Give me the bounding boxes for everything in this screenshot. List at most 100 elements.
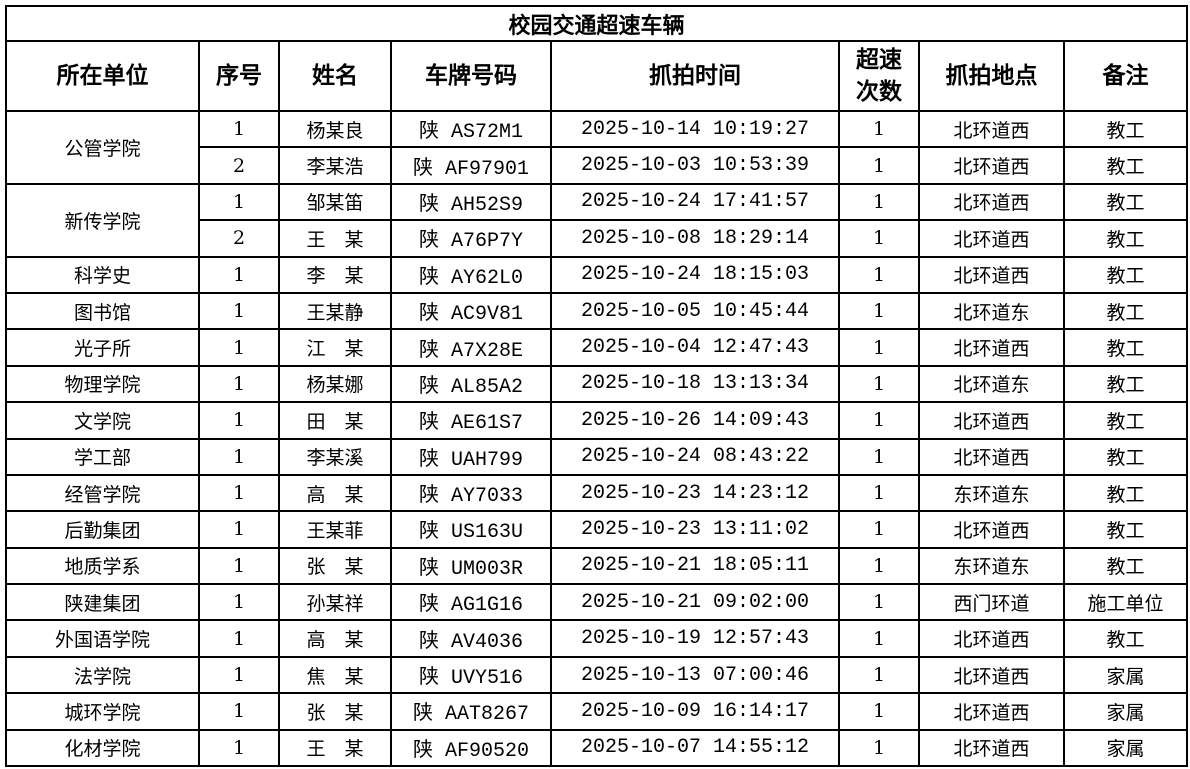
cell-plate: 陕 UM003R [390,546,552,586]
cell-count: 1 [838,692,920,731]
cell-time: 2025-10-23 14:23:12 [550,473,840,513]
header-time: 抓拍时间 [550,40,840,112]
cell-time: 2025-10-24 18:15:03 [550,255,840,294]
cell-unit: 法学院 [5,655,200,695]
cell-place: 北环道西 [918,655,1065,695]
cell-number: 1 [198,619,280,658]
cell-time: 2025-10-19 12:57:43 [550,619,840,658]
cell-note: 教工 [1062,219,1189,258]
cell-name: 高 某 [278,619,392,658]
table-row: 后勤集团 1 王某菲陕 US163U 2025-10-23 13:11:02 1 北环道西… [5,510,1189,549]
cell-note: 教工 [1062,473,1189,513]
cell-number: 1 [198,510,280,549]
cell-time: 2025-10-14 10:19:27 [550,109,840,149]
cell-unit: 图书馆 [5,291,200,331]
table-row: 学工部 1 李某溪陕 UAH799 2025-10-24 08:43:22 1 北环道西教… [5,437,1189,476]
cell-time: 2025-10-13 07:00:46 [550,655,840,695]
cell-plate: 陕 AS72M1 [390,109,552,149]
cell-place: 北环道西 [918,510,1065,549]
cell-place: 北环道西 [918,728,1065,768]
cell-count: 1 [838,328,920,367]
cell-unit: 学工部 [5,437,200,476]
cell-count: 1 [838,473,920,513]
cell-count: 1 [838,437,920,476]
cell-unit: 文学院 [5,401,200,440]
table-row: 公管学院 1 杨某良陕 AS72M1 2025-10-14 10:19:27 1 北环道西… [5,109,1189,185]
cell-unit: 新传学院 [5,182,200,258]
header-note: 备注 [1062,40,1189,112]
cell-time: 2025-10-21 18:05:11 [550,546,840,586]
cell-plate: 陕 A76P7Y [390,219,552,258]
cell-name: 李 某 [278,255,392,294]
cell-note: 教工 [1062,182,1189,222]
cell-number: 1 [198,291,280,331]
cell-count: 1 [838,146,920,185]
cell-name: 王 某 [278,219,392,258]
cell-note: 教工 [1062,546,1189,586]
cell-time: 2025-10-07 14:55:12 [550,728,840,768]
cell-place: 北环道西 [918,437,1065,476]
cell-note: 教工 [1062,255,1189,294]
table-row: 法学院 1 焦 某陕 UVY516 2025-10-13 07:00:46 1 北环道西家… [5,655,1189,695]
cell-unit: 后勤集团 [5,510,200,549]
cell-number: 2 [198,219,280,258]
cell-unit: 光子所 [5,328,200,367]
cell-unit: 化材学院 [5,728,200,768]
cell-time: 2025-10-08 18:29:14 [550,219,840,258]
table-row: 化材学院 1 王 某陕 AF90520 2025-10-07 14:55:12 1 北环道… [5,728,1189,768]
cell-time: 2025-10-24 17:41:57 [550,182,840,222]
cell-number: 1 [198,328,280,367]
cell-name: 张 某 [278,692,392,731]
table-row: 新传学院 1 邹某笛陕 AH52S9 2025-10-24 17:41:57 1 北环道西… [5,182,1189,258]
cell-plate: 陕 AG1G16 [390,583,552,622]
cell-note: 家属 [1062,655,1189,695]
cell-unit: 经管学院 [5,473,200,513]
cell-plate: 陕 AF97901 [390,146,552,185]
cell-unit: 科学史 [5,255,200,294]
cell-note: 家属 [1062,692,1189,731]
cell-note: 教工 [1062,109,1189,149]
header-name: 姓名 [278,40,392,112]
header-count: 超速次数 [838,40,920,112]
table-row: 文学院 1 田 某陕 AE61S7 2025-10-26 14:09:43 1 北环道西教… [5,401,1189,440]
cell-place: 西门环道 [918,583,1065,622]
cell-count: 1 [838,655,920,695]
cell-plate: 陕 AY7033 [390,473,552,513]
cell-plate: 陕 US163U [390,510,552,549]
cell-plate: 陕 AL85A2 [390,364,552,404]
cell-note: 施工单位 [1062,583,1189,622]
cell-count: 1 [838,364,920,404]
cell-name: 田 某 [278,401,392,440]
cell-number: 1 [198,401,280,440]
cell-count: 1 [838,219,920,258]
cell-number: 1 [198,182,280,222]
table-row: 城环学院 1 张 某陕 AAT8267 2025-10-09 16:14:17 1 北环道… [5,692,1189,731]
cell-count: 1 [838,401,920,440]
cell-time: 2025-10-21 09:02:00 [550,583,840,622]
cell-time: 2025-10-26 14:09:43 [550,401,840,440]
cell-name: 孙某祥 [278,583,392,622]
table-row: 陕建集团 1 孙某祥陕 AG1G16 2025-10-21 09:02:00 1 西门环道… [5,583,1189,622]
cell-place: 北环道东 [918,364,1065,404]
cell-place: 北环道西 [918,328,1065,367]
cell-note: 教工 [1062,619,1189,658]
cell-unit: 外国语学院 [5,619,200,658]
cell-unit: 城环学院 [5,692,200,731]
cell-name: 李某溪 [278,437,392,476]
cell-count: 1 [838,182,920,222]
cell-place: 北环道西 [918,109,1065,149]
cell-note: 教工 [1062,510,1189,549]
table-title: 校园交通超速车辆 [4,5,1189,42]
cell-place: 北环道西 [918,692,1065,731]
cell-time: 2025-10-05 10:45:44 [550,291,840,331]
cell-number: 1 [198,437,280,476]
cell-note: 教工 [1062,291,1189,331]
cell-number: 1 [198,546,280,586]
cell-note: 教工 [1062,328,1189,367]
cell-number: 2 [198,146,280,185]
cell-number: 1 [198,109,280,149]
cell-place: 北环道西 [918,219,1065,258]
cell-count: 1 [838,546,920,586]
cell-place: 北环道西 [918,182,1065,222]
